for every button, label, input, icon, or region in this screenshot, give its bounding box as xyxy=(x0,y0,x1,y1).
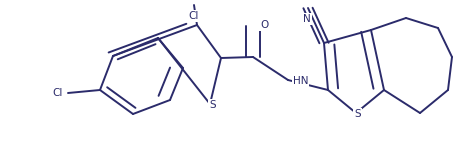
Text: S: S xyxy=(353,109,360,119)
Text: HN: HN xyxy=(292,76,307,86)
Text: Cl: Cl xyxy=(188,11,199,21)
Text: S: S xyxy=(208,100,215,110)
Text: Cl: Cl xyxy=(52,88,63,98)
Text: O: O xyxy=(259,20,268,30)
Text: N: N xyxy=(302,14,310,24)
